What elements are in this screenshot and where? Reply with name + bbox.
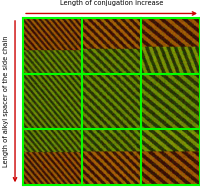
Text: Length of conjugation increase: Length of conjugation increase [60,0,162,6]
Text: Length of alkyl spacer of the side chain: Length of alkyl spacer of the side chain [3,36,9,167]
